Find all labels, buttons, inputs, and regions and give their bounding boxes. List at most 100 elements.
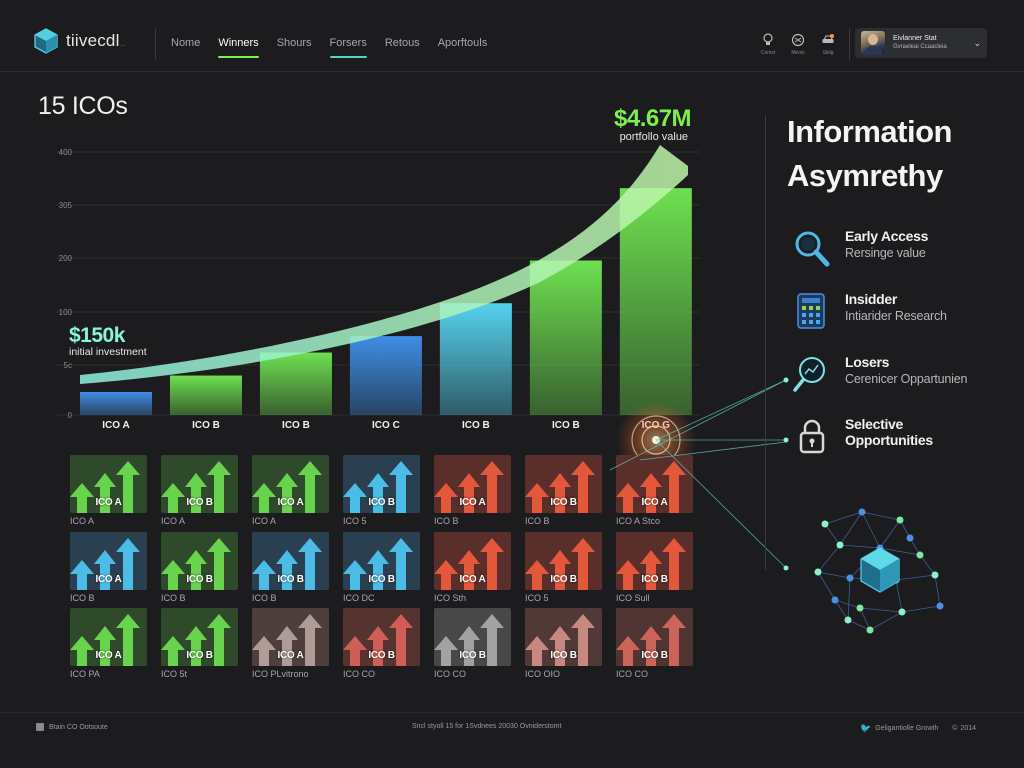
final-value-kpi: $4.67M portfollo value (614, 105, 692, 143)
ico-tile[interactable]: ICO B ICO A (161, 455, 238, 526)
bar[interactable] (529, 260, 602, 415)
top-navbar: tiivecdl... Nome Winners Shours Forsers Reto… (0, 0, 1024, 72)
ico-tile[interactable]: ICO B ICO 5t (161, 608, 238, 679)
ico-tile[interactable]: ICO B ICO OIO (525, 608, 602, 679)
ico-tile[interactable]: ICO B ICO 5 (343, 455, 420, 526)
ico-tile[interactable]: ICO B ICO B (161, 532, 238, 603)
network-edge (839, 544, 881, 549)
nav-link-label: Shours (276, 37, 312, 49)
tile-caption: ICO B (252, 593, 277, 603)
network-node (906, 534, 914, 542)
ico-tile[interactable]: ICO B ICO B (252, 532, 329, 603)
twitter-icon[interactable]: 🐦 (860, 723, 872, 733)
network-edge (839, 511, 863, 546)
feature-early-access[interactable]: Early Access Rersinge value (790, 228, 928, 272)
bar[interactable] (80, 391, 152, 415)
chevron-down-icon[interactable]: ⌄ (973, 37, 981, 48)
feature-selective[interactable]: Selective Opportunities (790, 416, 933, 460)
magnifier-icon (790, 228, 834, 272)
bar[interactable] (349, 336, 422, 415)
nav-link-label: Nome (171, 37, 201, 49)
ico-tile[interactable]: ICO A ICO A (252, 455, 329, 526)
user-name: Eivlanner Stat (893, 35, 937, 42)
network-node (856, 604, 864, 612)
connector-line (655, 379, 787, 441)
feature-losers[interactable]: Losers Cerenicer Oppartunien (790, 354, 967, 398)
bar[interactable] (439, 303, 512, 415)
network-edge (861, 511, 881, 549)
connector-dot (783, 565, 789, 571)
ico-tile[interactable]: ICO A ICO A (70, 455, 147, 526)
tile-label: ICO B (550, 574, 577, 585)
tile-caption: ICO A (252, 516, 277, 526)
ico-tile[interactable]: ICO B ICO B (525, 455, 602, 526)
network-edge (919, 554, 936, 576)
ico-tile[interactable]: ICO A ICO A Stco (616, 455, 693, 526)
chart-title: 15 ICOs (38, 92, 128, 120)
feature-subtitle: Rersinge value (845, 246, 926, 260)
feature-title: Early Access (845, 228, 929, 244)
tile-caption: ICO A (161, 516, 186, 526)
ico-tile[interactable]: ICO A ICO B (70, 532, 147, 603)
up-arrows-icon (525, 532, 602, 590)
x-tick-label: ICO B (282, 420, 310, 431)
nav-link-3[interactable]: Forsers (329, 37, 367, 58)
ico-tile[interactable]: ICO A ICO B (434, 455, 511, 526)
footer-right: 🐦 Geligantiolle Growth © 2014 (860, 723, 976, 734)
feature-title: Losers (845, 354, 890, 370)
y-tick-label: 400 (59, 148, 73, 157)
bar[interactable] (259, 352, 332, 415)
network-node (846, 574, 854, 582)
tile-label: ICO A (277, 497, 304, 508)
bar[interactable] (169, 375, 242, 415)
network-node (821, 520, 829, 528)
brand-logo[interactable]: tiivecdl... (34, 28, 125, 54)
nav-link-1[interactable]: Winners (218, 37, 259, 58)
nav-icon-button[interactable]: Sbilg (818, 33, 838, 56)
up-arrows-icon (252, 455, 329, 513)
globe-icon (791, 33, 805, 47)
network-node (836, 541, 844, 549)
ico-tile[interactable]: ICO B ICO DC (343, 532, 420, 603)
network-node (898, 608, 906, 616)
network-node (844, 616, 852, 624)
cube-hub-icon (860, 547, 900, 593)
up-arrows-icon (434, 608, 511, 666)
ico-tile[interactable]: ICO A ICO PA (70, 608, 147, 679)
up-arrows-icon (343, 532, 420, 590)
tile-caption: ICO OIO (525, 669, 561, 679)
tile-label: ICO B (186, 497, 213, 508)
ico-tile[interactable]: ICO B ICO CO (616, 608, 693, 679)
nav-icon-button[interactable]: Conist (758, 33, 778, 56)
nav-link-2[interactable]: Shours (277, 37, 312, 49)
up-arrows-icon (161, 532, 238, 590)
ico-tile[interactable]: ICO B ICO CO (343, 608, 420, 679)
user-menu[interactable]: Eivlanner Stat Gvraeleai Ccaacleia ⌄ (855, 28, 987, 58)
up-arrows-icon (525, 455, 602, 513)
nav-link-0[interactable]: Nome (171, 37, 200, 49)
bar[interactable] (619, 188, 692, 415)
tile-label: ICO B (641, 574, 668, 585)
x-tick-label: ICO A (102, 420, 129, 431)
tile-caption: ICO A Stco (616, 516, 661, 526)
ico-tile[interactable]: ICO B ICO CO (434, 608, 511, 679)
facebook-icon[interactable] (36, 723, 44, 731)
network-edge (817, 571, 836, 601)
tile-label: ICO B (368, 650, 395, 661)
ico-tile[interactable]: ICO A ICO PLvitrono (252, 608, 329, 679)
tile-caption: ICO 5 (525, 593, 549, 603)
feature-insider[interactable]: Insidder Intiarider Research (790, 291, 947, 335)
ico-tile[interactable]: ICO B ICO Sull (616, 532, 693, 603)
ico-tile[interactable]: ICO B ICO 5 (525, 532, 602, 603)
nav-link-4[interactable]: Retous (385, 37, 420, 49)
ico-tile[interactable]: ICO A ICO Sth (434, 532, 511, 603)
footer-left: Btain CO Ootsoute (36, 723, 108, 731)
tile-label: ICO B (368, 497, 395, 508)
nav-icon-button[interactable]: Meois (788, 33, 808, 56)
tile-caption: ICO A (70, 516, 95, 526)
panel-divider (765, 115, 766, 570)
up-arrows-icon (70, 532, 147, 590)
up-arrows-icon (343, 455, 420, 513)
nav-link-5[interactable]: Aporftouls (438, 37, 488, 49)
nav-active-underline (329, 56, 367, 58)
